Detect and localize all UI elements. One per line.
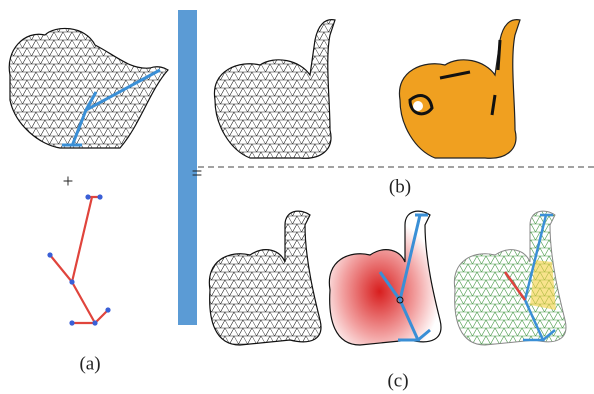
plus-sign: + xyxy=(63,171,74,192)
source-mesh xyxy=(9,28,168,148)
panel-label: (a) xyxy=(79,353,100,374)
panel-label: (c) xyxy=(387,370,408,391)
weight-map xyxy=(329,211,441,345)
deformed-surface xyxy=(399,20,520,159)
segmented-mesh xyxy=(454,211,566,345)
deformed-mesh xyxy=(214,20,335,159)
figure: + (a) = (b) (c) xyxy=(0,0,594,394)
skeleton xyxy=(47,194,110,325)
target-mesh xyxy=(209,211,321,345)
panel-label: (b) xyxy=(389,176,411,197)
